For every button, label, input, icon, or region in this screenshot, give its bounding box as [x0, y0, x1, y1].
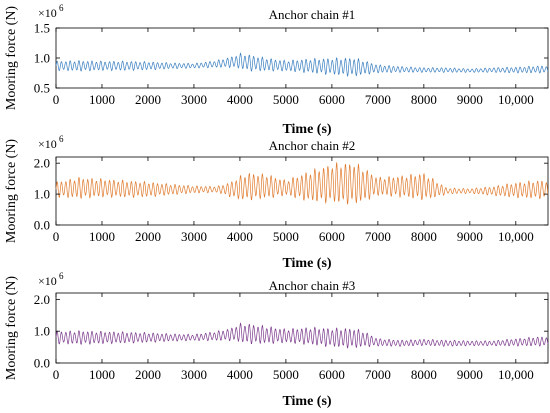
chart-1-x-tick-label-6: 6000 — [319, 92, 345, 107]
chart-3-y-tick-label-1: 1.0 — [34, 324, 50, 339]
chart-1-title: Anchor chain #1 — [269, 7, 356, 22]
chart-3-x-tick-label-4: 4000 — [227, 367, 253, 382]
chart-1-y-axis-label: Mooring force (N) — [4, 6, 19, 111]
chart-3-x-tick-label-9: 9000 — [457, 367, 483, 382]
chart-2-x-tick-label-2: 2000 — [135, 229, 161, 244]
chart-2-x-tick-label-6: 6000 — [319, 229, 345, 244]
chart-2-x-tick-label-4: 4000 — [227, 229, 253, 244]
chart-3-x-tick-label-1: 1000 — [89, 367, 115, 382]
chart-3-y-exponent: 6 — [59, 271, 64, 281]
chart-2-x-tick-label-3: 3000 — [181, 229, 207, 244]
chart-3-y-tick-label-2: 2.0 — [34, 292, 50, 307]
chart-2-x-tick-label-9: 9000 — [457, 229, 483, 244]
chart-1-y-tick-label-2: 1.5 — [34, 21, 50, 36]
chart-1-y-tick-label-0: 0.5 — [34, 81, 50, 96]
chart-1-x-tick-label-1: 1000 — [89, 92, 115, 107]
chart-3-y-multiplier: ×10 — [38, 274, 57, 288]
chart-1-x-tick-label-2: 2000 — [135, 92, 161, 107]
chart-3-y-axis-label: Mooring force (N) — [4, 276, 19, 381]
chart-3-x-tick-label-3: 3000 — [181, 367, 207, 382]
chart-3-x-tick-label-8: 8000 — [411, 367, 437, 382]
chart-1-x-tick-label-4: 4000 — [227, 92, 253, 107]
chart-3-x-tick-label-2: 2000 — [135, 367, 161, 382]
chart-3-x-tick-label-10: 10,000 — [498, 367, 534, 382]
chart-2-x-tick-label-7: 7000 — [365, 229, 391, 244]
chart-3-x-tick-label-0: 0 — [53, 367, 60, 382]
chart-2-x-tick-label-8: 8000 — [411, 229, 437, 244]
chart-2-y-tick-label-1: 1.0 — [34, 187, 50, 202]
chart-1-x-tick-label-9: 9000 — [457, 92, 483, 107]
chart-2-y-exponent: 6 — [59, 134, 64, 144]
chart-2-title: Anchor chain #2 — [269, 138, 356, 153]
chart-3-x-tick-label-7: 7000 — [365, 367, 391, 382]
chart-1-x-tick-label-0: 0 — [53, 92, 60, 107]
chart-2-plot-frame — [55, 156, 549, 226]
chart-3-x-axis-label: Time (s) — [282, 394, 331, 409]
chart-1-x-tick-label-10: 10,000 — [498, 92, 534, 107]
chart-1-y-exponent: 6 — [59, 3, 64, 13]
chart-1-x-tick-label-3: 3000 — [181, 92, 207, 107]
chart-2-y-axis-label: Mooring force (N) — [4, 139, 19, 244]
chart-3-x-tick-label-5: 5000 — [273, 367, 299, 382]
chart-1-y-multiplier: ×10 — [38, 6, 57, 20]
chart-3-y-tick-label-0: 0.0 — [34, 356, 50, 371]
chart-3-plot-frame — [55, 292, 549, 364]
chart-2-x-tick-label-0: 0 — [53, 229, 60, 244]
chart-1-x-tick-label-8: 8000 — [411, 92, 437, 107]
chart-2-y-tick-label-0: 0.0 — [34, 218, 50, 233]
chart-2-y-multiplier: ×10 — [38, 137, 57, 151]
chart-2-y-tick-label-2: 2.0 — [34, 156, 50, 171]
chart-2-x-tick-label-5: 5000 — [273, 229, 299, 244]
chart-3-series-1-line — [55, 322, 549, 349]
chart-2-x-tick-label-1: 1000 — [89, 229, 115, 244]
chart-2-x-axis-label: Time (s) — [282, 256, 331, 271]
chart-1-x-tick-label-7: 7000 — [365, 92, 391, 107]
chart-3-x-tick-label-6: 6000 — [319, 367, 345, 382]
chart-3-title: Anchor chain #3 — [269, 278, 356, 293]
chart-1-x-tick-label-5: 5000 — [273, 92, 299, 107]
chart-2-x-tick-label-10: 10,000 — [498, 229, 534, 244]
chart-1-x-axis-label: Time (s) — [282, 122, 331, 137]
chart-2-series-1-line — [55, 161, 549, 205]
chart-1-plot-frame — [55, 27, 549, 89]
chart-1-series-1-line — [55, 52, 549, 77]
chart-1-y-tick-label-1: 1.0 — [34, 51, 50, 66]
